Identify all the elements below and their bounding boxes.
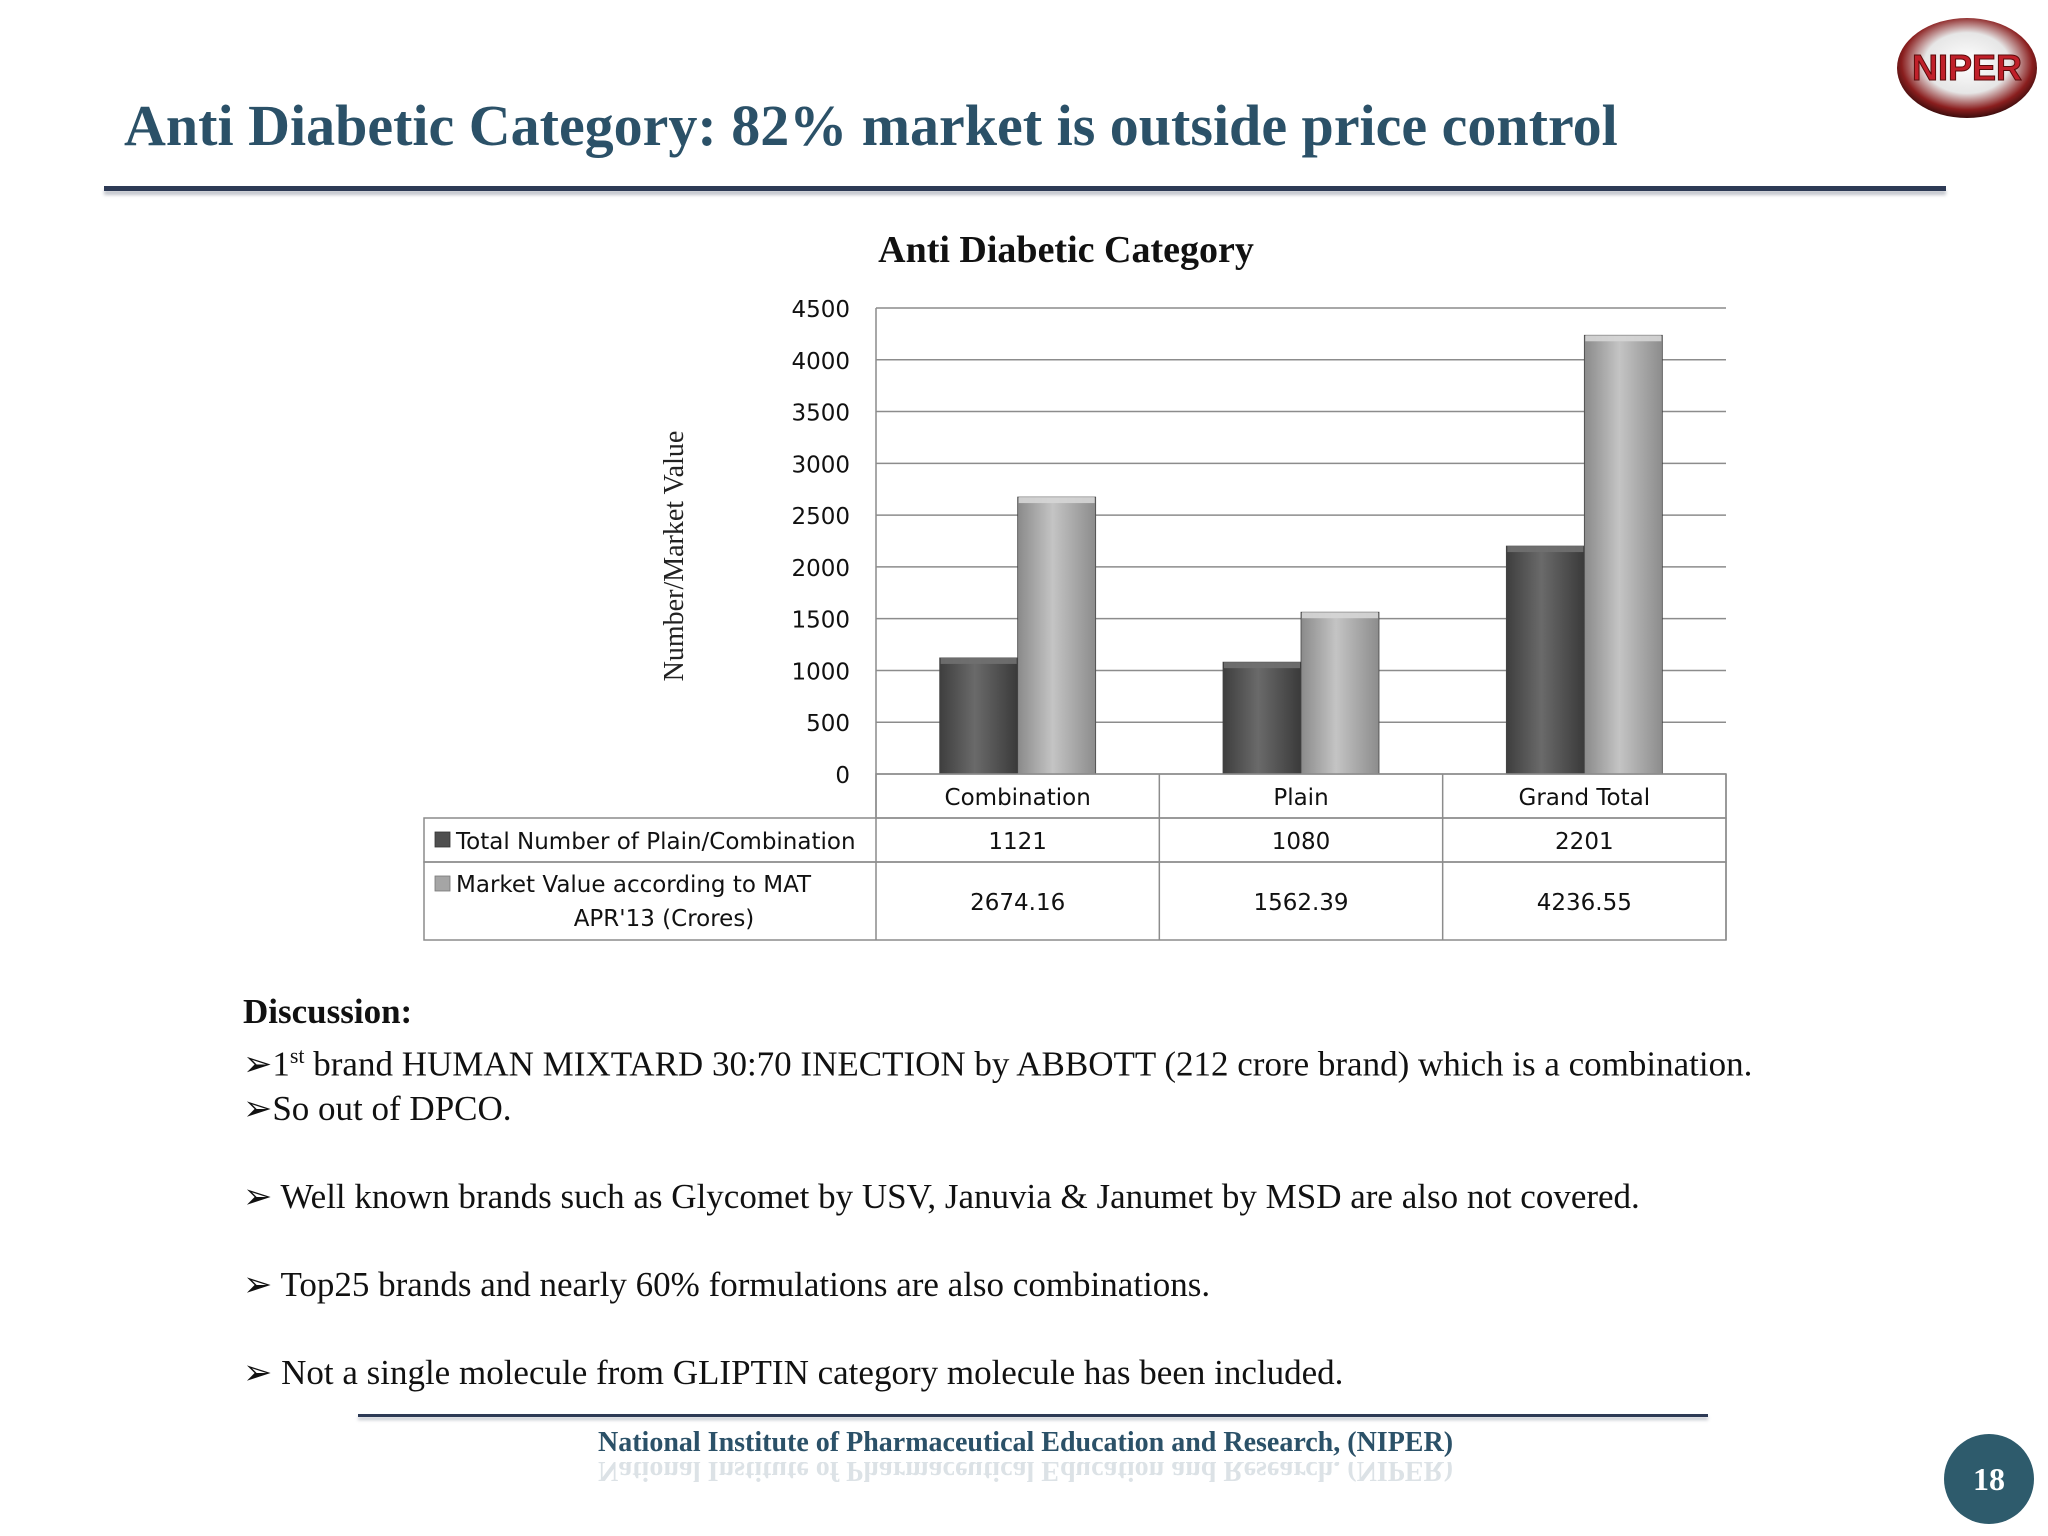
discussion-heading: Discussion: [243,992,413,1031]
legend-label-series-2-line-1: Market Value according to MAT [456,872,812,898]
bar-top-highlight [1302,612,1378,619]
bar-top-highlight [1224,662,1300,669]
y-tick-labels: 0 500 1000 1500 2000 2500 3000 3500 4000 4500 [791,297,850,789]
arrow-bullet-icon: ➢ [243,1264,273,1304]
y-tick-label: 4500 [791,297,850,323]
bar-top-highlight [1507,546,1584,553]
y-tick-label: 3500 [791,401,850,427]
discussion-bullet-5: ➢ Not a single molecule from GLIPTIN cat… [243,1352,1344,1392]
discussion-section: Discussion: ➢1st brand HUMAN MIXTARD 30:… [243,990,1923,1395]
y-tick-label: 1500 [791,608,850,634]
page-number-badge: 18 [1944,1434,2034,1524]
x-category-label: Combination [945,785,1091,811]
discussion-bullet-1: ➢1st brand HUMAN MIXTARD 30:70 INECTION … [243,1043,1753,1084]
arrow-bullet-icon: ➢ [243,1088,273,1128]
data-value-label: 4236.55 [1537,890,1632,916]
discussion-bullet-4: ➢ Top25 brands and nearly 60% formulatio… [243,1264,1211,1304]
bar-grand-total-series-2 [1583,334,1663,775]
y-tick-label: 1000 [791,659,850,685]
bar-plain-series-2 [1300,611,1380,775]
footer-divider [358,1414,1708,1417]
legend-key-series-1 [434,831,451,848]
bar-combination-series-2 [1017,496,1097,775]
y-tick-label: 2000 [791,556,850,582]
arrow-bullet-icon: ➢ [243,1176,273,1216]
bar-combination-series-1 [939,657,1019,775]
bars [939,334,1663,775]
chart-title: Anti Diabetic Category [878,229,1254,271]
niper-logo: NIPER [1897,18,2037,118]
bar-plain-series-1 [1222,661,1302,775]
legend-label-series-1: Total Number of Plain/Combination [455,829,856,855]
slide-title: Anti Diabetic Category: 82% market is ou… [124,93,1618,158]
data-value-label: 1121 [988,829,1047,855]
logo-text: NIPER [1912,47,2022,88]
bar-grand-total-series-1 [1505,545,1585,775]
arrow-bullet-icon: ➢ [243,1044,273,1084]
data-value-label: 1080 [1272,829,1331,855]
bar-top-highlight [940,657,1017,664]
bar-top-highlight [1585,335,1662,342]
y-tick-label: 0 [835,763,850,789]
y-tick-label: 3000 [791,452,850,478]
bar-top-highlight [1018,497,1095,504]
footer-institution: National Institute of Pharmaceutical Edu… [598,1427,1454,1458]
legend-key-series-2 [434,875,451,892]
x-category-label: Plain [1273,785,1328,811]
anti-diabetic-chart: Anti Diabetic Category Number/Market Val… [423,229,1727,941]
title-divider [104,186,1946,191]
x-category-label: Grand Total [1519,785,1651,811]
y-axis-label: Number/Market Value [659,431,690,682]
y-tick-label: 2500 [791,504,850,530]
data-value-label: 2201 [1555,829,1614,855]
y-tick-label: 500 [806,711,850,737]
data-table: Combination Plain Grand Total Total Number … [423,773,1727,941]
y-tick-label: 4000 [791,349,850,375]
data-value-label: 1562.39 [1253,890,1348,916]
arrow-bullet-icon: ➢ [243,1352,273,1392]
discussion-bullet-2: ➢So out of DPCO. [243,1088,512,1128]
data-value-label: 2674.16 [970,890,1065,916]
discussion-bullet-3: ➢ Well known brands such as Glycomet by … [243,1176,1640,1216]
footer-reflection: National Institute of Pharmaceutical Edu… [598,1462,1454,1486]
legend-label-series-2-line-2: APR'13 (Crores) [574,906,755,932]
